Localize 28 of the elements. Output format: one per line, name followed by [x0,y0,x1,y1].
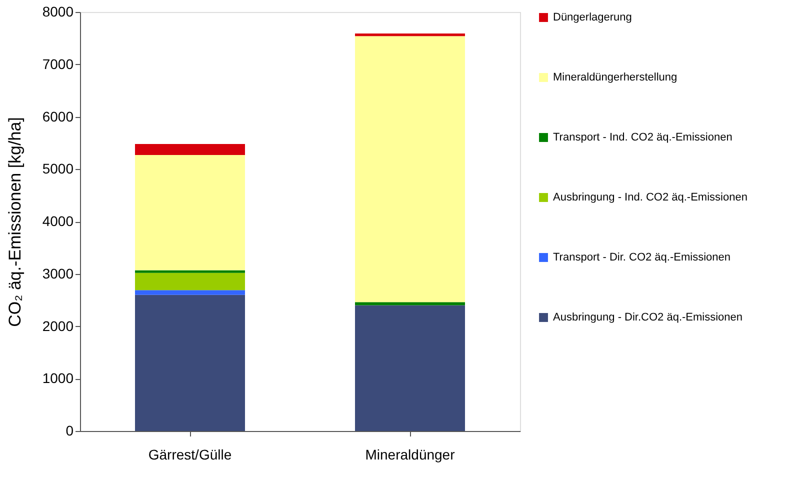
y-tick-label: 5000 [42,160,74,177]
bar [355,305,465,431]
legend-label: Transport - Dir. CO2 äq.-Emissionen [553,252,730,264]
y-tick-label: 0 [66,422,74,438]
legend-label: Düngerlagerung [553,12,632,24]
y-tick-label: 2000 [42,318,74,334]
bar [135,270,245,273]
bar [355,302,465,306]
bar [135,144,245,155]
bar [135,290,245,295]
x-tick-label: Gärrest/Gülle [148,446,232,462]
y-tick-label: 6000 [42,108,74,124]
bar [135,272,245,290]
y-axis-title: CO₂ äq.-Emissionen [kg/ha] [5,117,24,327]
y-tick-label: 8000 [42,4,74,20]
bar [135,294,245,431]
bar [355,36,465,302]
legend-label: Mineraldüngerherstellung [553,72,678,84]
bar [355,33,465,36]
legend-label: Ausbringung - Ind. CO2 äq.-Emissionen [553,192,748,204]
legend-label: Ausbringung - Dir.CO2 äq.-Emissionen [553,312,743,324]
legend-label: Transport - Ind. CO2 äq.-Emissionen [553,132,732,144]
y-tick-label: 7000 [42,56,74,72]
y-tick-label: 3000 [42,265,74,282]
y-tick-label: 4000 [42,213,74,229]
x-tick-label: Mineraldünger [365,446,456,462]
y-tick-label: 1000 [42,370,74,386]
bar [135,154,245,270]
